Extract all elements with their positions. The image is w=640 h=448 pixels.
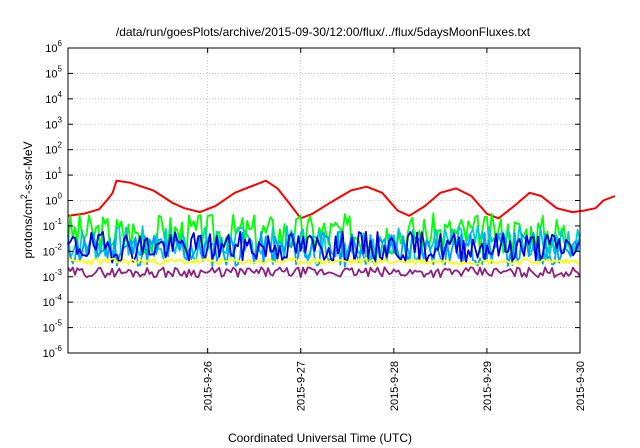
x-axis-ticks: 2015-9-26 2015-9-27 2015-9-28 2015-9-29 2015… xyxy=(203,48,587,411)
y-tick-label-exp: -2 xyxy=(55,242,63,251)
y-tick-label: 103 xyxy=(45,115,62,131)
series-group xyxy=(67,179,616,279)
y-tick-label: 10-3 xyxy=(43,268,63,284)
y-tick-label-exp: -1 xyxy=(55,217,63,226)
grid-lines xyxy=(68,48,581,353)
y-tick-label-base: 10 xyxy=(43,323,55,335)
x-tick-label: 2015-9-27 xyxy=(296,361,308,411)
y-tick-label-base: 10 xyxy=(45,196,57,208)
y-tick-label-base: 10 xyxy=(43,246,55,258)
y-tick-label-base: 10 xyxy=(43,221,55,233)
y-tick-label-base: 10 xyxy=(45,119,57,131)
y-tick-label-base: 10 xyxy=(45,68,57,80)
y-tick-label-exp: 0 xyxy=(58,192,63,201)
y-tick-label: 102 xyxy=(45,141,62,157)
y-axis-label-rest: -s-sr-MeV xyxy=(21,141,35,194)
y-tick-label: 100 xyxy=(45,192,62,208)
y-tick-label: 105 xyxy=(45,64,62,80)
chart-title: /data/run/goesPlots/archive/2015-09-30/1… xyxy=(116,25,531,39)
y-tick-label-base: 10 xyxy=(43,272,55,284)
series-line-7 xyxy=(67,266,581,279)
y-tick-label-exp: -6 xyxy=(55,344,63,353)
y-tick-label-exp: -5 xyxy=(55,319,63,328)
series-line-1 xyxy=(67,179,616,220)
x-tick-label: 2015-9-29 xyxy=(482,361,494,411)
y-tick-label-exp: 1 xyxy=(58,166,63,175)
y-tick-label: 10-5 xyxy=(43,319,63,335)
x-tick-label: 2015-9-28 xyxy=(389,361,401,411)
y-tick-label-exp: 6 xyxy=(58,39,63,48)
y-tick-label: 106 xyxy=(45,39,62,55)
series-line-6 xyxy=(67,257,581,266)
y-axis-label: protons/cm2-s-sr-MeV xyxy=(19,141,35,258)
y-tick-label-base: 10 xyxy=(45,145,57,157)
y-tick-label-exp: -4 xyxy=(55,293,63,302)
y-tick-label-base: 10 xyxy=(45,43,57,55)
y-axis-label-base: protons/cm xyxy=(21,199,35,258)
y-axis-ticks: 10-610-510-410-310-210-11001011021031041… xyxy=(43,39,580,360)
y-tick-label-exp: 2 xyxy=(58,141,63,150)
y-tick-label-base: 10 xyxy=(43,348,55,360)
y-axis-label-sup: 2 xyxy=(19,194,29,199)
y-tick-label: 10-6 xyxy=(43,344,63,360)
y-tick-label: 10-4 xyxy=(43,293,63,309)
y-tick-label: 101 xyxy=(45,166,62,182)
x-tick-label: 2015-9-30 xyxy=(575,361,587,411)
y-tick-label: 10-2 xyxy=(43,242,63,258)
y-tick-label-exp: 5 xyxy=(58,64,63,73)
series-line-5 xyxy=(67,230,581,263)
x-axis-label: Coordinated Universal Time (UTC) xyxy=(228,431,412,445)
y-tick-label: 10-1 xyxy=(43,217,63,233)
y-tick-label-exp: 4 xyxy=(58,90,63,99)
y-tick-label-exp: 3 xyxy=(58,115,63,124)
y-tick-label-base: 10 xyxy=(43,297,55,309)
y-tick-label-exp: -3 xyxy=(55,268,63,277)
x-tick-label: 2015-9-26 xyxy=(203,361,215,411)
y-tick-label-base: 10 xyxy=(45,94,57,106)
y-tick-label: 104 xyxy=(45,90,62,106)
y-tick-label-base: 10 xyxy=(45,170,57,182)
